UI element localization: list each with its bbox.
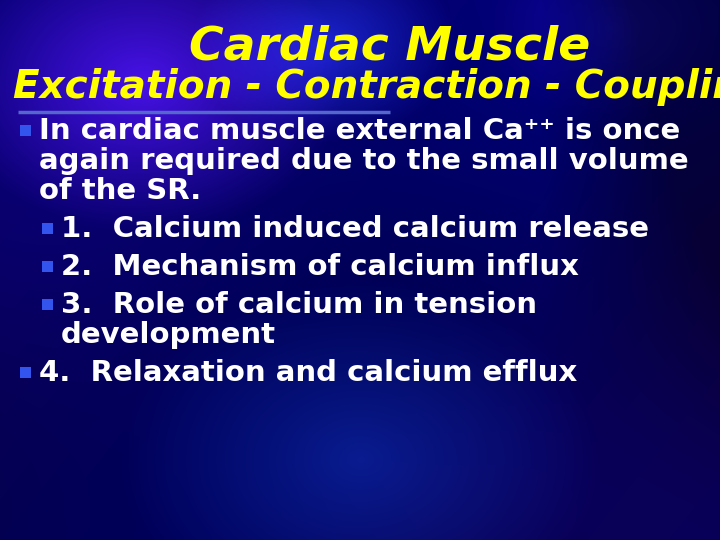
Text: Excitation - Contraction - Coupling: Excitation - Contraction - Coupling [13,68,720,106]
Bar [20,125,31,136]
Bar [42,299,53,310]
Text: 3.  Role of calcium in tension: 3. Role of calcium in tension [61,291,537,319]
Text: 2.  Mechanism of calcium influx: 2. Mechanism of calcium influx [61,253,579,281]
Bar [42,261,53,272]
Text: development: development [61,321,276,349]
Bar [20,367,31,378]
Text: 1.  Calcium induced calcium release: 1. Calcium induced calcium release [61,215,649,243]
Bar [42,223,53,234]
Text: In cardiac muscle external Ca⁺⁺ is once: In cardiac muscle external Ca⁺⁺ is once [39,117,680,145]
Text: again required due to the small volume: again required due to the small volume [39,147,688,175]
Text: Cardiac Muscle: Cardiac Muscle [189,24,590,70]
Text: 4.  Relaxation and calcium efflux: 4. Relaxation and calcium efflux [39,359,577,387]
Text: of the SR.: of the SR. [39,177,202,205]
